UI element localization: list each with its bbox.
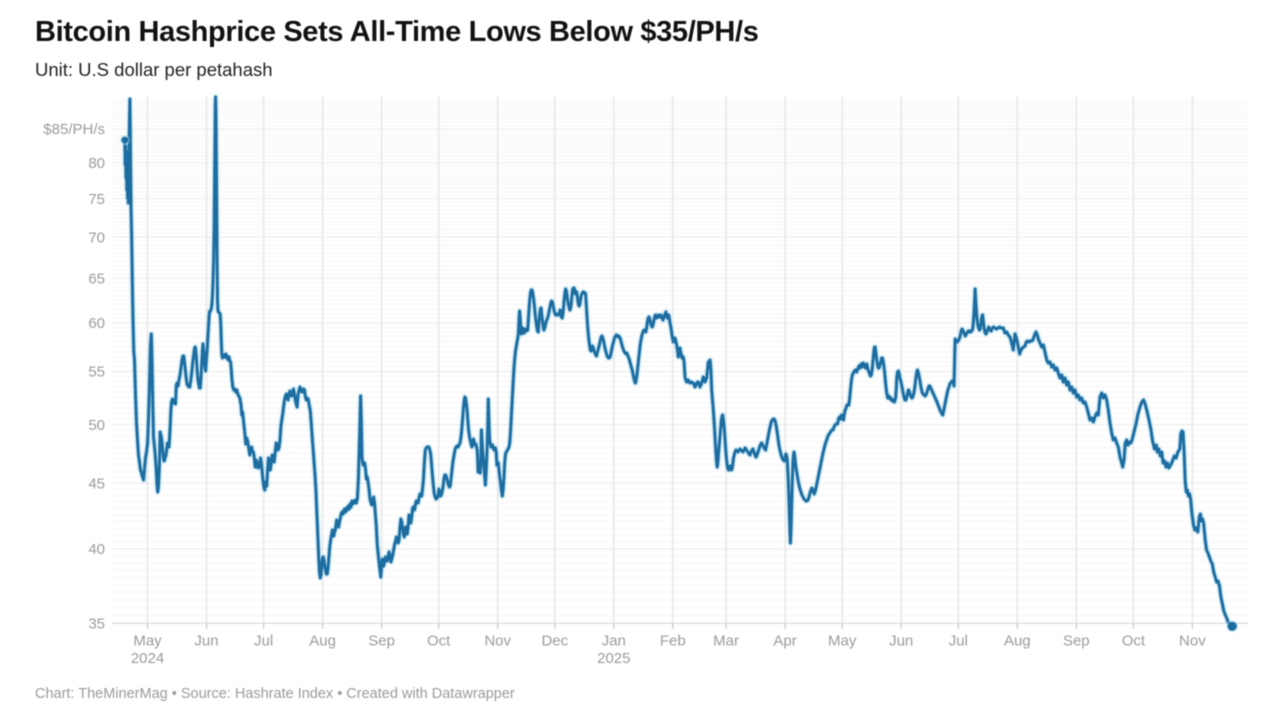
svg-text:Dec: Dec: [541, 633, 568, 650]
svg-text:Aug: Aug: [309, 633, 336, 650]
svg-text:65: 65: [88, 271, 105, 288]
svg-text:Jun: Jun: [194, 633, 218, 650]
svg-text:$85/PH/s: $85/PH/s: [43, 121, 105, 138]
svg-text:Jul: Jul: [254, 633, 273, 650]
svg-text:Feb: Feb: [660, 633, 686, 650]
svg-text:Sep: Sep: [1063, 633, 1090, 650]
svg-text:50: 50: [88, 417, 105, 434]
svg-text:35: 35: [88, 615, 105, 632]
svg-text:Nov: Nov: [1179, 633, 1206, 650]
svg-text:May: May: [828, 633, 857, 650]
svg-text:60: 60: [88, 315, 105, 332]
svg-text:80: 80: [88, 155, 105, 172]
svg-text:May: May: [133, 633, 162, 650]
svg-text:55: 55: [88, 364, 105, 381]
svg-text:Nov: Nov: [484, 633, 511, 650]
svg-text:2024: 2024: [131, 650, 164, 667]
svg-text:Oct: Oct: [427, 633, 451, 650]
svg-text:75: 75: [88, 191, 105, 208]
svg-text:Oct: Oct: [1122, 633, 1146, 650]
svg-text:Jan: Jan: [602, 633, 626, 650]
svg-text:70: 70: [88, 229, 105, 246]
svg-text:Jun: Jun: [889, 633, 913, 650]
svg-text:2025: 2025: [597, 650, 630, 667]
svg-text:45: 45: [88, 475, 105, 492]
svg-text:Sep: Sep: [368, 633, 395, 650]
svg-text:Apr: Apr: [773, 633, 796, 650]
svg-text:Jul: Jul: [949, 633, 968, 650]
svg-text:Aug: Aug: [1004, 633, 1031, 650]
svg-text:40: 40: [88, 541, 105, 558]
svg-text:Mar: Mar: [713, 633, 739, 650]
